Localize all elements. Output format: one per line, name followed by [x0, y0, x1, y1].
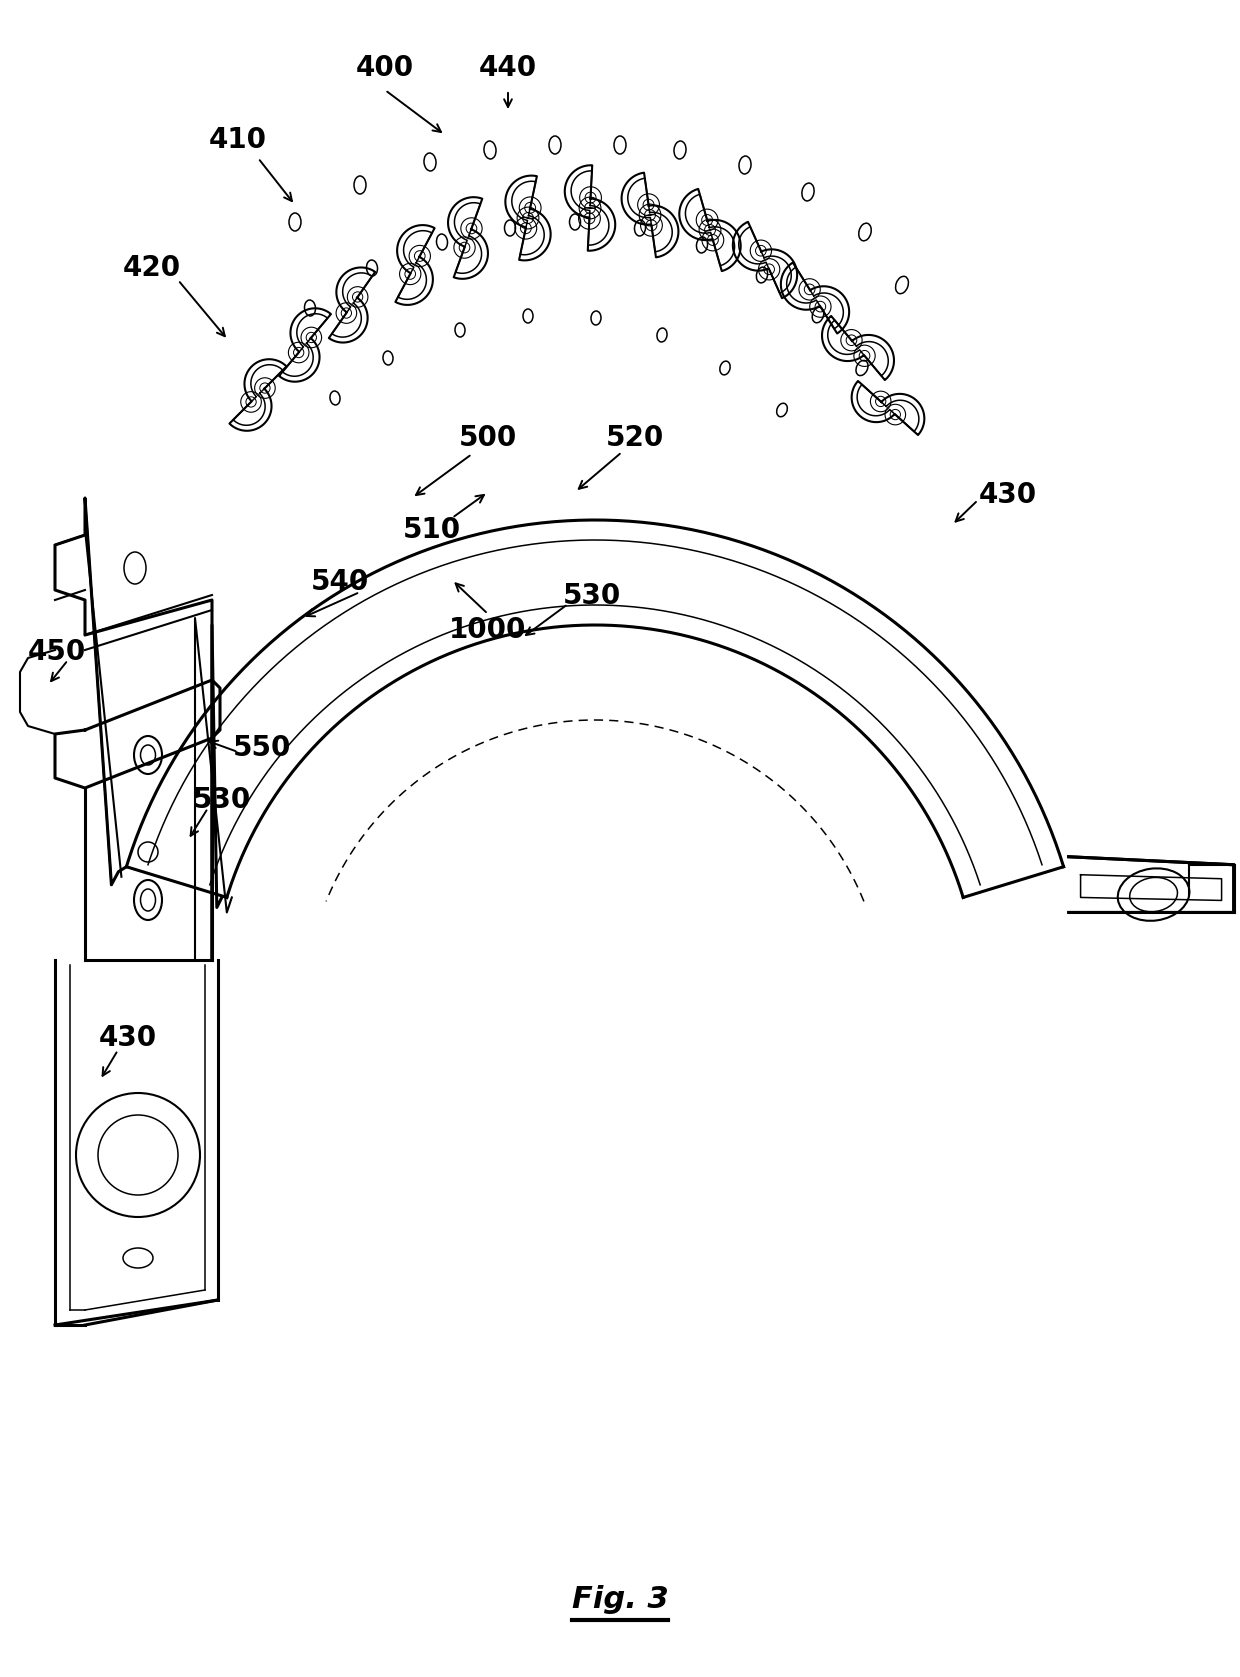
Text: 1000: 1000: [449, 615, 527, 644]
Text: 450: 450: [27, 637, 86, 666]
Text: 520: 520: [606, 424, 665, 453]
Text: 400: 400: [356, 54, 414, 82]
Text: 550: 550: [233, 735, 291, 761]
Text: 430: 430: [978, 481, 1037, 510]
Text: 410: 410: [210, 126, 267, 154]
Text: 530: 530: [193, 787, 252, 813]
Text: Fig. 3: Fig. 3: [572, 1585, 668, 1615]
Text: 500: 500: [459, 424, 517, 453]
Text: 510: 510: [403, 517, 461, 543]
Text: 540: 540: [311, 569, 370, 595]
Text: 420: 420: [123, 253, 181, 282]
Text: 430: 430: [99, 1025, 157, 1051]
Text: 530: 530: [563, 582, 621, 610]
Text: 440: 440: [479, 54, 537, 82]
